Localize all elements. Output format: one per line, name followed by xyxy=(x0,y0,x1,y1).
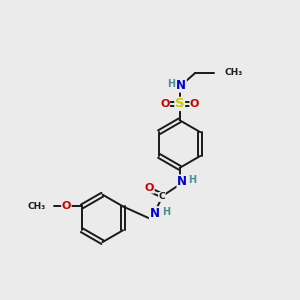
Text: O: O xyxy=(62,202,71,212)
Text: H: H xyxy=(188,175,196,185)
Text: H: H xyxy=(162,207,170,217)
Text: S: S xyxy=(175,98,184,110)
Text: N: N xyxy=(176,79,186,92)
Text: CH₃: CH₃ xyxy=(28,202,46,211)
Text: O: O xyxy=(190,99,199,109)
Text: N: N xyxy=(149,207,160,220)
Text: H: H xyxy=(167,79,175,89)
Text: N: N xyxy=(177,175,187,188)
Text: C: C xyxy=(159,193,165,202)
Text: O: O xyxy=(160,99,170,109)
Text: CH₃: CH₃ xyxy=(225,68,243,77)
Text: O: O xyxy=(145,183,154,193)
